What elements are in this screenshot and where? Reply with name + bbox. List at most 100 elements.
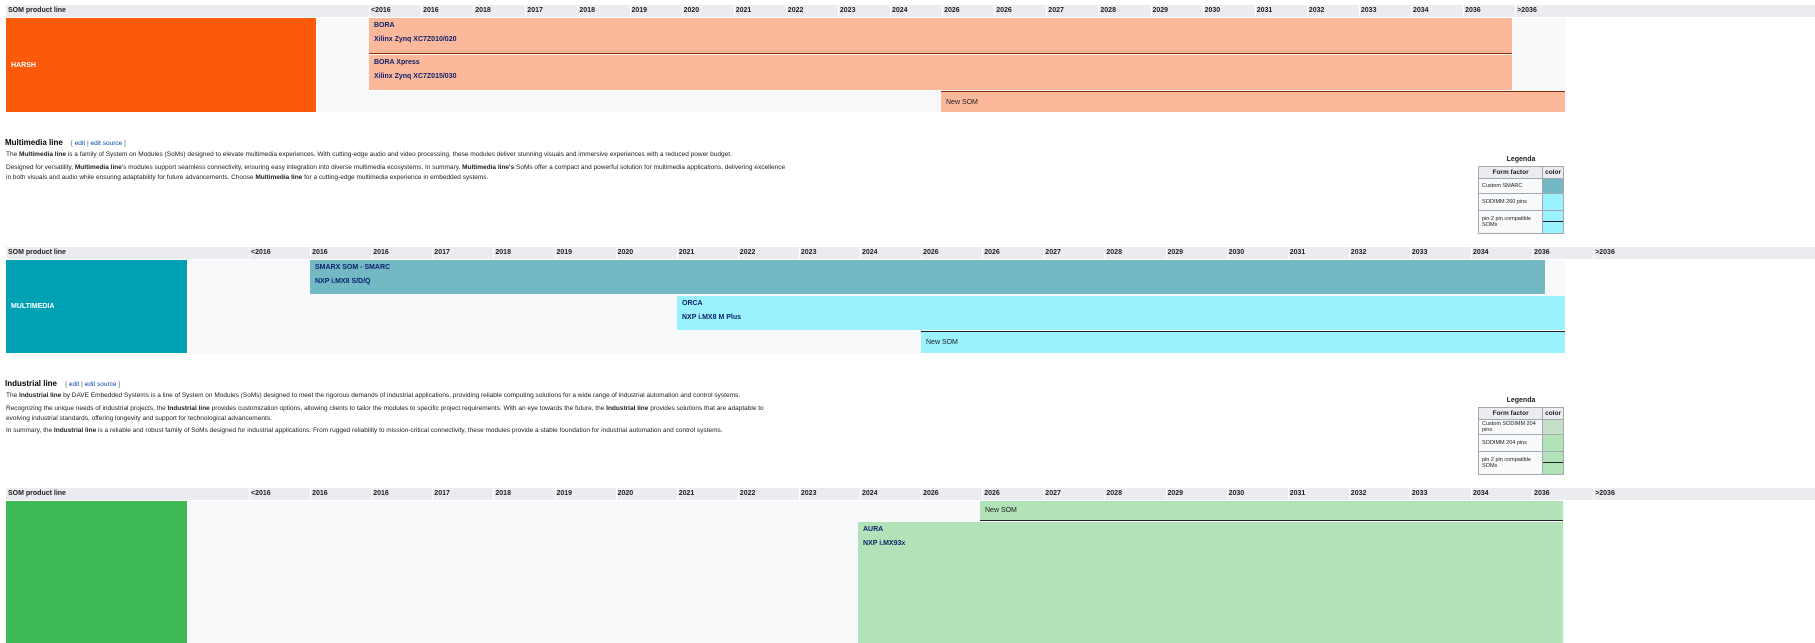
- harsh-timeline-header: SOM product line <2016 2016 2018 2017 2018 20…: [6, 5, 1815, 17]
- year-header-cell: 2028: [1106, 249, 1122, 256]
- smarx-name: SMARX SOM - SMARC: [315, 264, 391, 271]
- year-column-divider: [525, 5, 527, 17]
- year-header-cell: 2029: [1167, 249, 1184, 256]
- year-header-cell: 2016: [423, 7, 439, 14]
- multimedia-product-line: MULTIMEDIA: [6, 260, 187, 353]
- industrial-title-text: Industrial line: [5, 379, 58, 388]
- year-header-cell: 2036: [1465, 7, 1481, 14]
- year-header-cell: 2023: [839, 7, 856, 14]
- year-column-divider: [798, 247, 800, 259]
- year-header-cell: 2021: [678, 490, 695, 497]
- year-header-cell: 2024: [892, 7, 908, 14]
- industrial-timeline-header: SOM product line <2016 2016 2016 2017 2018 20…: [6, 488, 1815, 500]
- year-header-cell: <2016: [251, 249, 271, 256]
- multimedia-edit-links: [ edit | edit source ]: [71, 140, 126, 147]
- multimedia-label: MULTIMEDIA: [11, 303, 55, 310]
- industrial-edit-link[interactable]: edit: [68, 381, 80, 388]
- year-header-cell: 2020: [617, 490, 634, 497]
- year-column-divider: [737, 488, 739, 500]
- year-header-cell: 2028: [1100, 7, 1116, 14]
- year-column-divider: [493, 247, 495, 259]
- year-header-cell: 2036: [1534, 249, 1550, 256]
- year-header-cell: 2017: [434, 490, 450, 497]
- year-header-cell: 2022: [739, 490, 756, 497]
- legend-col-form-factor: Form factor: [1477, 166, 1544, 179]
- text-run: The: [6, 151, 20, 158]
- harsh-new-som-bar[interactable]: New SOM: [941, 92, 1565, 112]
- text-run: SoMs offer a compact and powerful soluti…: [6, 164, 786, 181]
- year-column-divider: [837, 5, 839, 17]
- text-run: is a reliable and robust family of SoMs …: [96, 427, 723, 434]
- harsh-new-som-label: New SOM: [946, 98, 978, 106]
- harsh-product-line: HARSH: [6, 18, 316, 112]
- year-header-cell: 2033: [1411, 249, 1428, 256]
- year-column-divider: [1202, 5, 1204, 17]
- year-header-cell: 2029: [1167, 490, 1184, 497]
- aura-cpu: NXP i.MX93x: [863, 540, 906, 547]
- year-header-cell: >2036: [1595, 490, 1615, 497]
- industrial-legend-table: Form factor color Custom SODIMM 204 pins…: [1477, 407, 1564, 475]
- industrial-legend-title: Legenda: [1506, 397, 1536, 404]
- year-column-divider: [629, 5, 631, 17]
- legend-col-form-factor: Form factor: [1477, 407, 1544, 420]
- legend-swatch: [1542, 178, 1564, 194]
- year-column-divider: [371, 488, 373, 500]
- year-header-cell: >2036: [1595, 249, 1615, 256]
- orca-bar[interactable]: ORCA NXP i.MX8 M Plus: [677, 296, 1565, 330]
- year-column-divider: [1532, 247, 1534, 259]
- legend-row-label: Custom SMARC: [1477, 178, 1544, 194]
- year-column-divider: [982, 488, 984, 500]
- year-header-cell: 2016: [373, 249, 389, 256]
- year-header-cell: 2021: [678, 249, 695, 256]
- year-column-divider: [1463, 5, 1465, 17]
- legend-swatch: [1542, 210, 1564, 234]
- bora-xpress-cpu: Xilinx Zynq XC7Z015/030: [374, 73, 457, 80]
- year-header-cell: 2026: [923, 249, 939, 256]
- year-header-cell: 2026: [984, 249, 1000, 256]
- year-column-divider: [1348, 488, 1350, 500]
- year-column-divider: [432, 247, 434, 259]
- year-column-divider: [1593, 247, 1595, 259]
- aura-bar[interactable]: AURA NXP i.MX93x: [858, 522, 1563, 643]
- year-header-cell: 2026: [996, 7, 1012, 14]
- bora-xpress-bar[interactable]: BORA Xpress Xilinx Zynq XC7Z015/030: [369, 55, 1512, 90]
- year-header-cell: 2032: [1350, 249, 1367, 256]
- text-run: for a cutting-edge multimedia experience…: [302, 173, 489, 181]
- year-column-divider: [493, 488, 495, 500]
- year-column-divider: [371, 247, 373, 259]
- text-run: Recognizing the unique needs of industri…: [6, 405, 168, 412]
- industrial-paragraph-1: The Industrial line by DAVE Embedded Sys…: [6, 391, 786, 401]
- multimedia-legend-title: Legenda: [1506, 156, 1536, 163]
- year-header-cell: 2017: [527, 7, 543, 14]
- year-column-divider: [733, 5, 735, 17]
- legend-row-label: SODIMM 260 pins: [1477, 193, 1544, 211]
- industrial-edit-source-link[interactable]: edit source: [84, 381, 117, 388]
- smarx-bar[interactable]: SMARX SOM - SMARC NXP i.MX8 S/D/Q: [310, 260, 1545, 294]
- year-header-cell: 2018: [495, 490, 511, 497]
- bora-bar[interactable]: BORA Xilinx Zynq XC7Z010/020: [369, 18, 1512, 53]
- year-column-divider: [1471, 247, 1472, 259]
- aura-name: AURA: [863, 526, 884, 533]
- year-column-divider: [1287, 488, 1289, 500]
- text-run: In summary, the: [6, 427, 54, 434]
- multimedia-edit-source-link[interactable]: edit source: [90, 140, 123, 147]
- legend-swatch: [1542, 451, 1564, 475]
- multimedia-new-som-label: New SOM: [926, 339, 958, 346]
- new-som-line: [921, 331, 1565, 332]
- multimedia-edit-link[interactable]: edit: [74, 140, 86, 147]
- year-header-cell: 2030: [1228, 490, 1245, 497]
- legend-row-label: SODIMM 204 pins: [1477, 434, 1544, 452]
- multimedia-paragraph-1: The Multimedia line is a family of Syste…: [6, 150, 786, 160]
- multimedia-new-som-bar[interactable]: New SOM: [921, 332, 1565, 353]
- industrial-new-som-bar[interactable]: New SOM: [980, 501, 1563, 520]
- legend-col-color: color: [1542, 166, 1564, 179]
- year-column-divider: [1411, 5, 1412, 17]
- year-column-divider: [785, 5, 787, 17]
- year-header-cell: 2016: [312, 249, 328, 256]
- industrial-section-title: Industrial line [ edit | edit source ]: [5, 379, 120, 388]
- year-header-cell: 2031: [1289, 490, 1306, 497]
- year-header-cell: 2018: [495, 249, 511, 256]
- harsh-label: HARSH: [11, 61, 36, 69]
- year-column-divider: [1098, 5, 1100, 17]
- legend-swatch: [1542, 434, 1564, 452]
